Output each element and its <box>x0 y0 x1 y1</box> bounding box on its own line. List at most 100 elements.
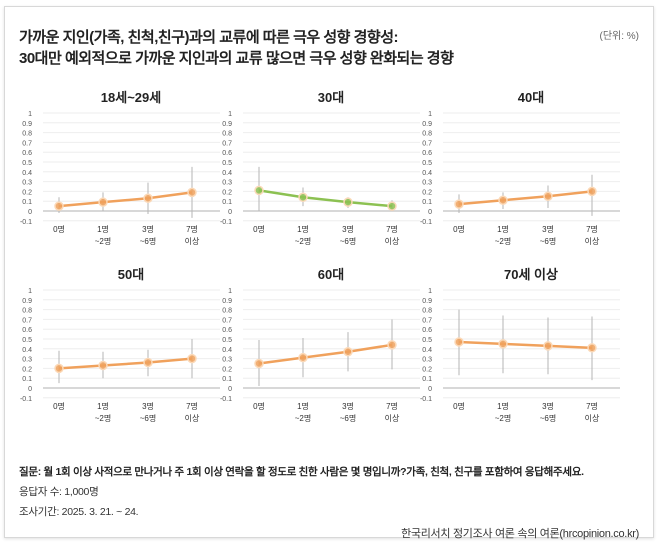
y-tick-label: 0.6 <box>22 150 32 157</box>
series-line <box>458 340 593 350</box>
x-tick-label: 이상 <box>385 413 400 423</box>
x-tick-label: 7명 <box>386 401 398 411</box>
y-tick-label: 0 <box>28 386 32 393</box>
x-tick-label: ~6명 <box>140 413 156 423</box>
series-line <box>258 343 393 365</box>
line-chart: 50대 1 0.9 0.8 0.7 0.6 0.5 0.4 0.3 0.2 0.1 0 -0.1 0명 1명… <box>20 267 220 423</box>
data-point <box>98 360 108 371</box>
y-tick-label: 0.9 <box>222 121 232 128</box>
y-tick-label: 0.7 <box>222 140 232 147</box>
y-tick-label: 0.9 <box>222 298 232 305</box>
y-tick-label: 1 <box>228 288 232 295</box>
y-tick-label: 0.4 <box>22 170 32 177</box>
x-tick-label: ~2명 <box>295 236 311 246</box>
x-tick-label: 3명 <box>142 401 154 411</box>
data-point <box>298 192 308 203</box>
y-tick-label: 0.3 <box>22 180 32 187</box>
y-tick-label: 0 <box>228 209 232 216</box>
chart-panel: 30대 1 0.9 0.8 0.7 0.6 0.5 0.4 0.3 0.2 0.1 0 -0.1 0명 1명… <box>220 85 420 260</box>
y-tick-label: 0.5 <box>22 337 32 344</box>
x-tick-label: 3명 <box>542 224 554 234</box>
x-tick-label: 0명 <box>253 401 265 411</box>
y-tick-label: 0.3 <box>222 357 232 364</box>
data-point <box>454 337 464 347</box>
data-point <box>387 340 397 350</box>
x-tick-label: 1명 <box>97 401 109 411</box>
y-tick-label: 0.2 <box>422 189 432 196</box>
y-tick-label: 0.5 <box>422 160 432 167</box>
chart-title: 70세 이상 <box>504 267 558 282</box>
x-tick-label: 0명 <box>253 224 265 234</box>
y-tick-label: 1 <box>28 111 32 118</box>
y-tick-label: 1 <box>428 111 432 118</box>
data-point <box>143 193 153 204</box>
data-point <box>587 343 597 353</box>
y-tick-label: 0.6 <box>222 150 232 157</box>
chart-title: 30대 <box>318 90 344 105</box>
data-point <box>454 199 464 209</box>
data-point <box>543 191 553 202</box>
data-point <box>143 357 153 368</box>
x-tick-label: 7명 <box>586 224 598 234</box>
data-point <box>54 201 64 211</box>
x-tick-label: 7명 <box>186 224 198 234</box>
y-tick-label: 0 <box>428 386 432 393</box>
y-tick-label: 0.8 <box>422 131 432 138</box>
y-tick-label: 0.7 <box>22 317 32 324</box>
y-tick-label: 0.2 <box>422 366 432 373</box>
y-tick-label: -0.1 <box>20 219 32 226</box>
y-tick-label: 0.8 <box>22 131 32 138</box>
y-tick-label: 1 <box>228 111 232 118</box>
series-line <box>58 191 193 208</box>
y-tick-label: 0.8 <box>22 308 32 315</box>
series-line <box>258 189 393 208</box>
x-tick-label: 1명 <box>297 401 309 411</box>
y-tick-label: 0.6 <box>222 327 232 334</box>
data-point <box>543 341 553 351</box>
y-tick-label: 0.9 <box>422 121 432 128</box>
data-point <box>343 346 353 357</box>
unit-label: (단위: %) <box>599 31 639 42</box>
y-tick-label: 0.1 <box>22 199 32 206</box>
data-point <box>587 186 597 197</box>
y-tick-label: 0.1 <box>22 376 32 383</box>
x-tick-label: 이상 <box>585 236 600 246</box>
y-tick-label: 0.5 <box>222 160 232 167</box>
title-line-1: 가까운 지인(가족, 친척,친구)과의 교류에 따른 극우 성향 경향성: <box>19 29 399 46</box>
x-tick-label: 1명 <box>297 224 309 234</box>
data-point <box>387 201 397 211</box>
x-tick-label: ~2명 <box>495 413 511 423</box>
survey-notes: 질문: 월 1회 이상 사적으로 만나거나 주 1회 이상 연락을 할 정도로 … <box>19 462 584 522</box>
x-tick-label: 0명 <box>53 401 65 411</box>
data-point <box>54 363 64 374</box>
line-chart: 30대 1 0.9 0.8 0.7 0.6 0.5 0.4 0.3 0.2 0.1 0 -0.1 0명 1명… <box>220 90 420 246</box>
x-tick-label: 1명 <box>497 401 509 411</box>
y-tick-label: 0.9 <box>22 298 32 305</box>
x-tick-label: 3명 <box>542 401 554 411</box>
y-tick-label: 0.5 <box>22 160 32 167</box>
y-tick-label: 0.7 <box>422 317 432 324</box>
data-point <box>254 358 264 369</box>
data-point <box>98 197 108 207</box>
data-point <box>498 195 508 205</box>
y-tick-label: 0.3 <box>22 357 32 364</box>
x-tick-label: ~6명 <box>140 236 156 246</box>
data-point <box>298 352 308 363</box>
card: 가까운 지인(가족, 친척,친구)과의 교류에 따른 극우 성향 경향성: 30… <box>4 6 654 540</box>
y-tick-label: 0.8 <box>222 131 232 138</box>
x-tick-label: ~2명 <box>95 413 111 423</box>
chart-panel: 60대 1 0.9 0.8 0.7 0.6 0.5 0.4 0.3 0.2 0.1 0 -0.1 0명 1명… <box>220 262 420 437</box>
y-tick-label: -0.1 <box>420 219 432 226</box>
period-text: 조사기간: 2025. 3. 21. ~ 24. <box>19 506 139 518</box>
question-text: 질문: 월 1회 이상 사적으로 만나거나 주 1회 이상 연락을 할 정도로 … <box>19 466 584 478</box>
y-tick-label: 0.2 <box>222 189 232 196</box>
x-tick-label: 0명 <box>453 401 465 411</box>
x-tick-label: 7명 <box>186 401 198 411</box>
chart-title: 50대 <box>118 267 144 282</box>
data-point <box>498 339 508 349</box>
x-tick-label: 이상 <box>385 236 400 246</box>
data-point <box>343 197 353 207</box>
y-tick-label: 0.4 <box>422 347 432 354</box>
x-tick-label: 1명 <box>497 224 509 234</box>
